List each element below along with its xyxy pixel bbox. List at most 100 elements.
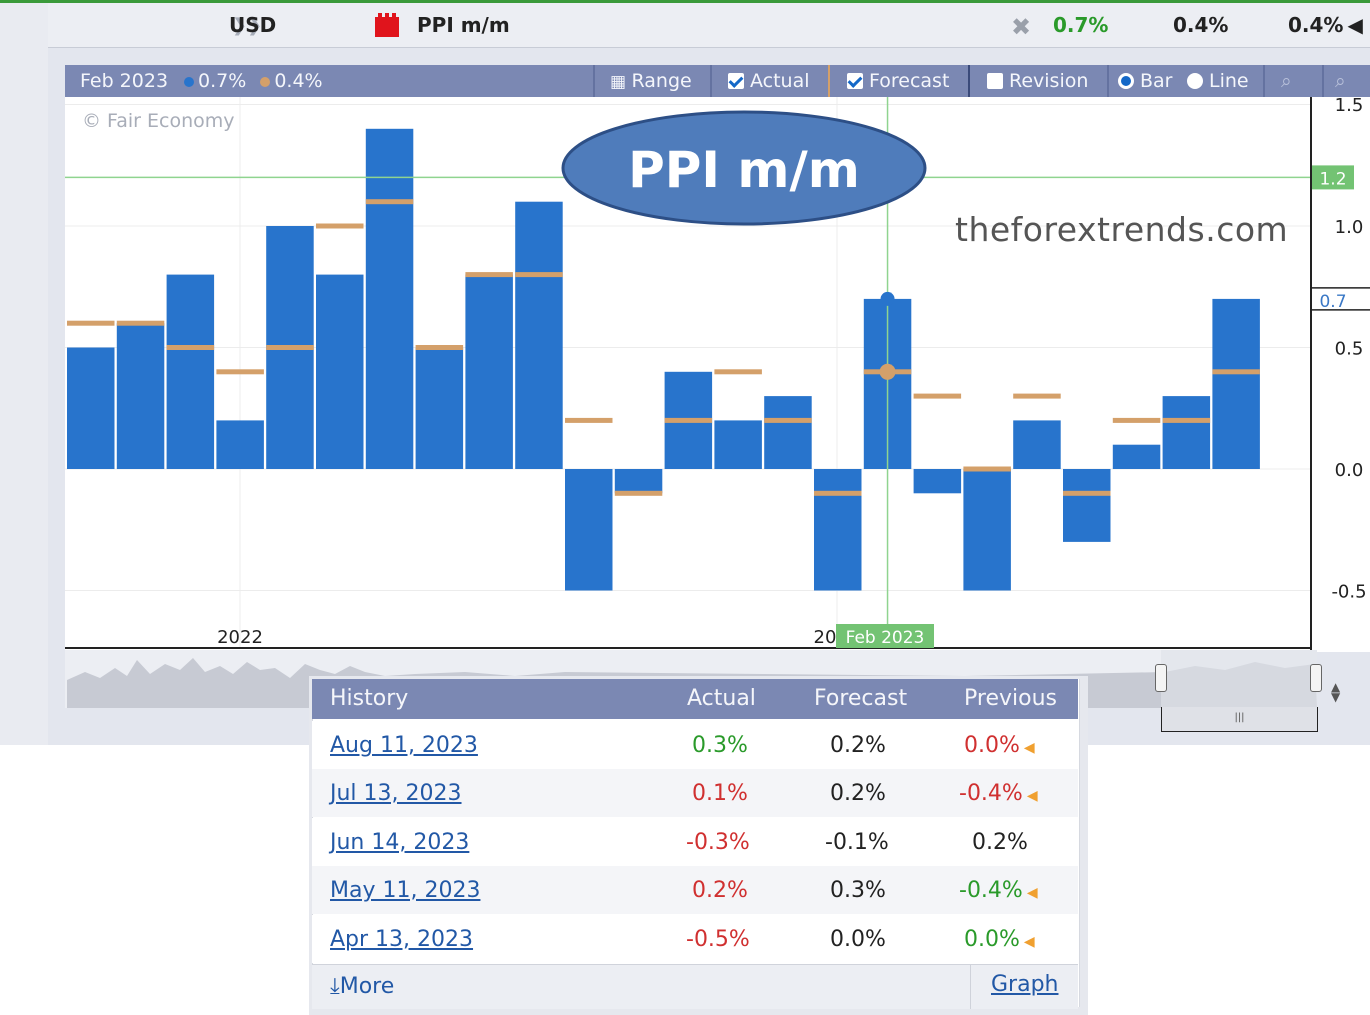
actual-check-icon[interactable]: [728, 73, 744, 89]
title-overlay: PPI m/m: [561, 110, 927, 226]
zoom-in-icon[interactable]: ⌕: [1281, 70, 1292, 92]
forecast-mark[interactable]: [415, 345, 464, 350]
actual-bar[interactable]: [116, 323, 165, 469]
history-previous: 0.0% ◀: [964, 927, 1035, 952]
history-forecast: 0.3%: [830, 878, 886, 903]
forecast-mark[interactable]: [266, 345, 314, 350]
actual-checkbox[interactable]: Actual: [728, 65, 810, 97]
history-date-link[interactable]: May 11, 2023: [330, 878, 481, 903]
history-previous-value: -0.4%: [959, 878, 1023, 903]
actual-bar[interactable]: [1063, 469, 1111, 542]
more-button[interactable]: ⤓More: [330, 974, 394, 999]
scroll-arrows-icon[interactable]: ▲ ▼: [1331, 680, 1341, 704]
history-date-link[interactable]: Jul 13, 2023: [330, 781, 462, 806]
actual-bar[interactable]: [1013, 420, 1061, 469]
revision-checkbox[interactable]: Revision: [987, 65, 1088, 97]
forecast-mark[interactable]: [465, 272, 513, 278]
zoom-out-icon[interactable]: ⌕: [1335, 70, 1346, 92]
forecast-mark[interactable]: [1162, 417, 1211, 423]
actual-bar[interactable]: [1212, 298, 1260, 469]
forecast-mark[interactable]: [764, 417, 812, 423]
actual-bar[interactable]: [1162, 396, 1211, 469]
range-button[interactable]: ▦ Range: [610, 65, 692, 97]
history-date-link[interactable]: Aug 11, 2023: [330, 733, 478, 758]
copyright-label: © Fair Economy: [82, 110, 235, 132]
revision-arrow-icon: ◀: [1026, 885, 1038, 901]
revision-checkbox-label: Revision: [1009, 70, 1089, 92]
actual-bar[interactable]: [614, 469, 663, 494]
forecast-mark[interactable]: [67, 320, 115, 326]
actual-bar[interactable]: [963, 469, 1011, 591]
forecast-mark[interactable]: [216, 369, 264, 375]
hover-point-actual: [880, 291, 895, 306]
forecast-mark[interactable]: [714, 369, 762, 375]
forecast-mark[interactable]: [614, 490, 663, 496]
history-previous-value: 0.0%: [964, 733, 1020, 758]
navigator-left-handle[interactable]: [1155, 664, 1167, 692]
actual-bar[interactable]: [166, 274, 215, 469]
actual-bar[interactable]: [67, 347, 115, 470]
history-previous: 0.0% ◀: [964, 733, 1035, 758]
actual-col-header: Actual: [687, 686, 756, 711]
actual-bar[interactable]: [515, 201, 563, 469]
graph-link[interactable]: Graph: [991, 972, 1059, 997]
history-row: May 11, 2023 0.2% 0.3% -0.4% ◀: [312, 866, 1078, 914]
actual-bar[interactable]: [316, 274, 364, 469]
forecast-mark[interactable]: [1112, 417, 1161, 423]
hover-point-forecast: [879, 363, 896, 380]
forecast-mark[interactable]: [565, 417, 613, 423]
previous-col-header: Previous: [964, 686, 1057, 711]
forecast-mark[interactable]: [664, 417, 713, 423]
actual-bar[interactable]: [216, 420, 264, 469]
forecast-mark[interactable]: [814, 490, 862, 496]
bar-radio-icon[interactable]: [1118, 73, 1134, 89]
speaker-icon[interactable]: ❯❯: [232, 15, 263, 36]
detail-close-icon[interactable]: ✖: [1011, 13, 1032, 41]
line-radio[interactable]: Line: [1187, 65, 1249, 97]
history-forecast: 0.0%: [830, 927, 886, 952]
toolbar-divider: [1322, 65, 1324, 97]
forecast-mark[interactable]: [515, 272, 563, 278]
high-impact-folder-icon: [375, 13, 399, 37]
bar-radio[interactable]: Bar: [1118, 65, 1173, 97]
event-previous: 0.4% ◀: [1288, 13, 1363, 37]
forecast-checkbox[interactable]: Forecast: [847, 65, 949, 97]
revision-arrow-icon: ◀: [1026, 788, 1038, 804]
ppi-bar-chart[interactable]: 1.5 1.0 0.5 0.0 -0.5 1.2 0.7 2022 20 Feb 2023: [65, 95, 1370, 652]
navigator-scrollbar-thumb[interactable]: |||: [1161, 707, 1318, 732]
crosshair-date-badge: [836, 624, 934, 648]
history-date-link[interactable]: Jun 14, 2023: [330, 830, 470, 855]
actual-bar[interactable]: [1112, 444, 1161, 469]
y-tick-label: 0.5: [1335, 339, 1364, 360]
forecast-check-icon[interactable]: [847, 73, 863, 89]
actual-checkbox-label: Actual: [750, 70, 810, 92]
actual-bar[interactable]: [415, 347, 464, 470]
line-radio-icon[interactable]: [1187, 73, 1203, 89]
forecast-mark[interactable]: [963, 466, 1011, 472]
revision-check-icon[interactable]: [987, 73, 1003, 89]
forecast-mark[interactable]: [116, 320, 165, 326]
chart-toolbar: Feb 2023 0.7% 0.4% ▦ Range Actual Forecast…: [65, 65, 1370, 97]
download-arrow-icon: ⤓: [330, 974, 340, 999]
navigator-right-handle[interactable]: [1310, 664, 1322, 692]
current-value-label: 0.7: [1319, 292, 1346, 312]
forecast-mark[interactable]: [166, 345, 215, 350]
actual-bar[interactable]: [465, 274, 513, 469]
forecast-mark[interactable]: [365, 199, 414, 205]
event-row[interactable]: ❯❯ USD PPI m/m ✖ 0.7% 0.4% 0.4% ◀: [48, 3, 1370, 48]
forecast-mark[interactable]: [1013, 393, 1061, 399]
history-date-link[interactable]: Apr 13, 2023: [330, 927, 474, 952]
actual-bar[interactable]: [714, 420, 762, 469]
actual-bar[interactable]: [814, 469, 862, 591]
actual-bar[interactable]: [365, 128, 414, 470]
actual-bar[interactable]: [764, 396, 812, 469]
forecast-mark[interactable]: [1063, 490, 1111, 496]
forecast-mark[interactable]: [316, 223, 364, 229]
actual-bar[interactable]: [565, 469, 613, 591]
event-name[interactable]: PPI m/m: [417, 13, 510, 37]
revision-arrow-icon: ◀: [1023, 740, 1035, 756]
actual-bar[interactable]: [913, 469, 962, 494]
forecast-mark[interactable]: [1212, 369, 1260, 375]
forecast-mark[interactable]: [913, 393, 962, 399]
currency-label: USD: [229, 13, 277, 37]
